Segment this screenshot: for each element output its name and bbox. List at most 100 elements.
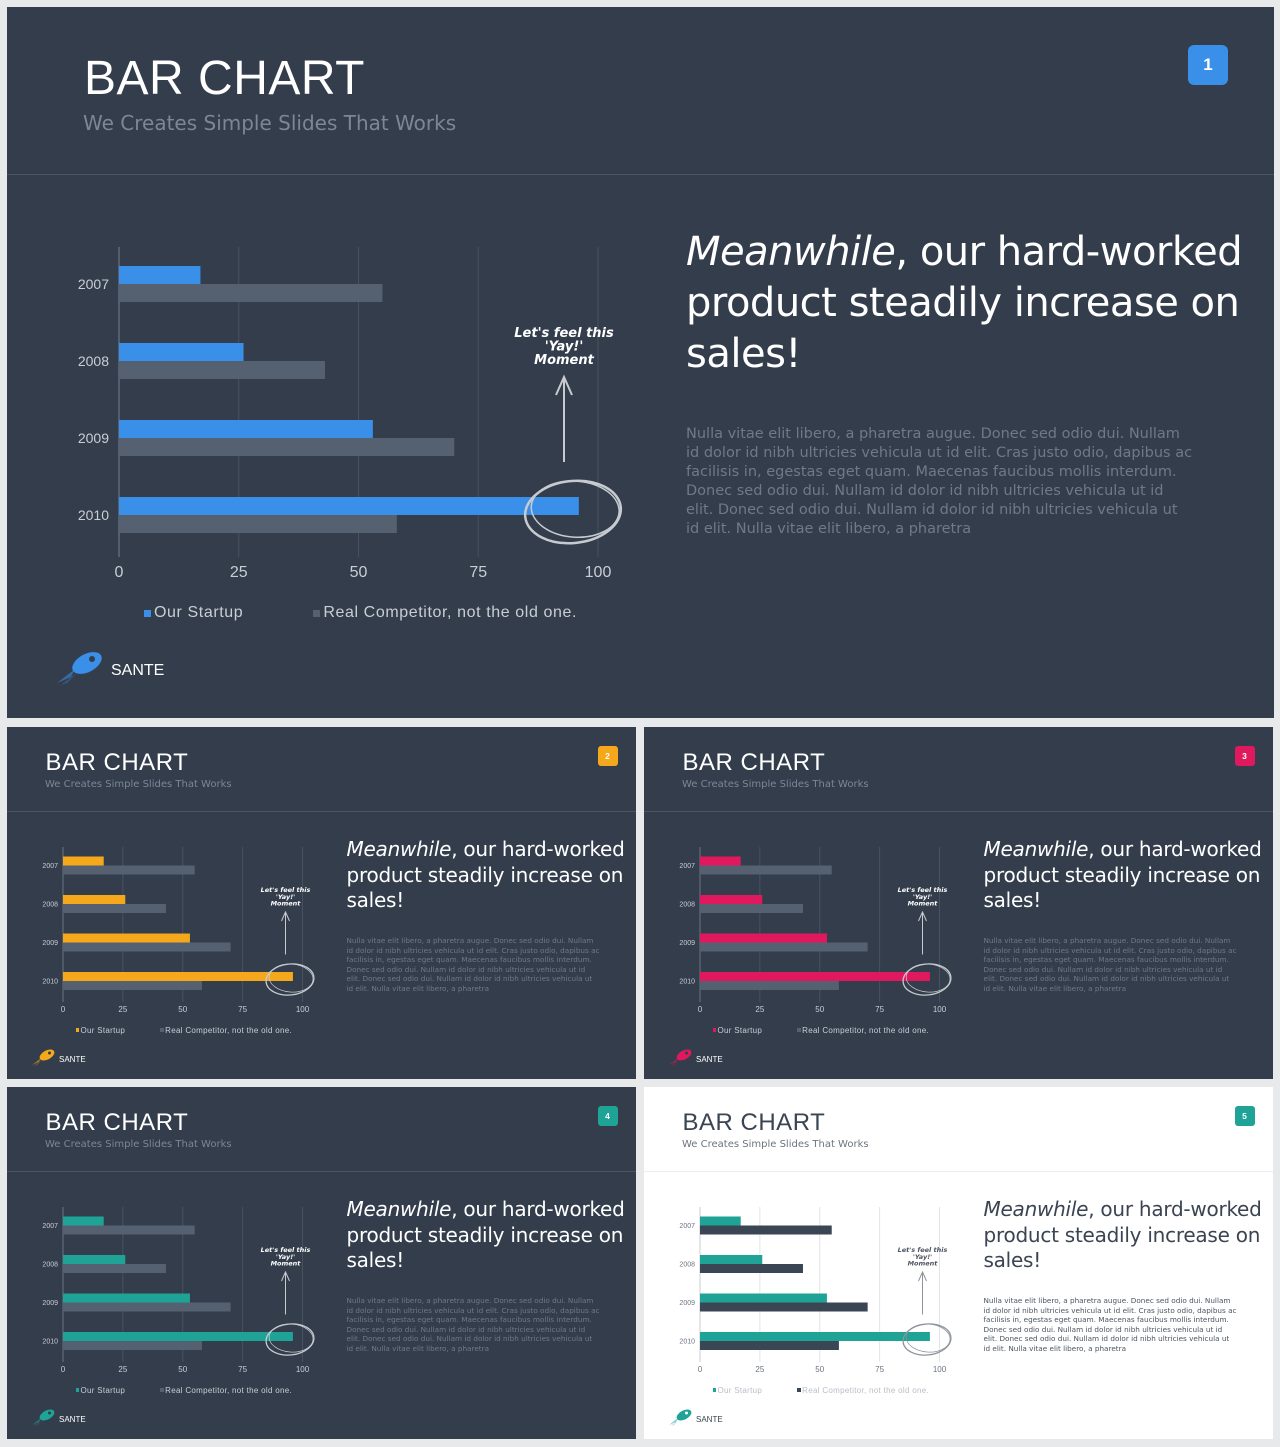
x-tick-label: 25 <box>755 1365 764 1374</box>
rocket-icon <box>32 1409 55 1426</box>
body-line: Nulla vitae elit libero, a pharetra augu… <box>346 1296 594 1305</box>
slide-number-badge: 4 <box>597 1106 618 1126</box>
bar-our-startup-2008 <box>119 343 244 361</box>
legend-swatch <box>160 1028 164 1032</box>
body-line: id elit. Nulla vitae elit libero, a phar… <box>983 983 1127 993</box>
legend-item-our-startup: Our Startup <box>144 604 243 622</box>
body-line: facilisis in, egestas eget quam. Maecena… <box>983 955 1229 964</box>
headline-emphasis: Meanwhile <box>983 1197 1089 1221</box>
brand-name: SANTE <box>696 1414 723 1424</box>
bar-competitor-2010 <box>63 981 202 990</box>
legend-label: Real Competitor, not the old one. <box>165 1025 293 1035</box>
header-divider <box>644 1170 1273 1172</box>
y-category-label: 2010 <box>42 979 58 986</box>
annotation-text-line: 'Yay!' <box>913 1253 932 1261</box>
slide-1: BAR CHART We Creates Simple Slides That W… <box>7 7 1274 718</box>
body-line: elit. Donec sed odio dui. Nullam id dolo… <box>983 1334 1230 1343</box>
body-paragraph: Nulla vitae elit libero, a pharetra augu… <box>347 936 600 993</box>
legend-item-our-startup: Our Startup <box>712 1386 763 1395</box>
x-tick-label: 0 <box>61 1005 66 1014</box>
slide-number-badge: 1 <box>1188 45 1228 85</box>
slide-number-badge: 2 <box>597 746 618 766</box>
headline-line-3: sales! <box>346 888 405 912</box>
annotation-circle <box>265 1323 315 1356</box>
slide-title: BAR CHART <box>84 52 365 105</box>
y-category-label: 2007 <box>42 863 58 870</box>
body-line: facilisis in, egestas eget quam. Maecena… <box>686 464 1177 480</box>
bar-our-startup-2010 <box>63 972 293 981</box>
y-category-label: 2010 <box>78 507 109 523</box>
annotation-text-line: Moment <box>271 1260 302 1268</box>
bar-competitor-2009 <box>700 1302 868 1312</box>
legend-swatch <box>75 1388 79 1392</box>
annotation-circle-stroke <box>905 963 951 993</box>
brand-name: SANTE <box>59 1054 86 1064</box>
headline: Meanwhile, our hard-worked product steadi… <box>347 837 625 914</box>
annotation-circle-stroke <box>268 1323 314 1353</box>
headline-line-1: Meanwhile, our hard-worked <box>984 837 1262 863</box>
brand-logo: SANTE <box>31 1407 86 1427</box>
annotation-text-line: Let's feel this <box>261 886 311 894</box>
header-divider <box>7 174 1274 175</box>
legend-label: Our Startup <box>80 1025 126 1035</box>
headline: Meanwhile, our hard-worked product steadi… <box>984 837 1262 914</box>
body-line: id dolor id nibh ultricies vehicula ut i… <box>983 1305 1237 1315</box>
bar-our-startup-2008 <box>63 895 126 904</box>
x-tick-label: 75 <box>875 1365 884 1374</box>
bar-our-startup-2010 <box>700 1332 930 1341</box>
bar-our-startup-2009 <box>119 420 373 438</box>
y-category-label: 2008 <box>42 1262 58 1269</box>
y-category-label: 2008 <box>78 353 109 369</box>
body-paragraph: Nulla vitae elit libero, a pharetra augu… <box>347 1296 600 1353</box>
legend-label: Our Startup <box>154 604 244 621</box>
header-divider <box>644 810 1273 812</box>
headline: Meanwhile, our hard-worked product steadi… <box>686 227 1243 380</box>
headline-line-1: Meanwhile, our hard-worked <box>347 1197 625 1223</box>
bar-competitor-2008 <box>63 1264 166 1273</box>
rocket-icon <box>669 1049 692 1066</box>
bar-our-startup-2008 <box>700 1255 763 1264</box>
bar-our-startup-2009 <box>700 1293 827 1303</box>
slide-title: BAR CHART <box>45 749 189 776</box>
headline-emphasis: Meanwhile <box>686 229 896 275</box>
body-line: Nulla vitae elit libero, a pharetra augu… <box>346 936 594 945</box>
legend-label: Real Competitor, not the old one. <box>802 1025 930 1035</box>
bar-our-startup-2007 <box>700 856 741 866</box>
bar-competitor-2009 <box>63 942 231 952</box>
body-paragraph: Nulla vitae elit libero, a pharetra augu… <box>984 1296 1237 1353</box>
headline-line-3: sales! <box>983 1248 1042 1272</box>
bar-competitor-2008 <box>700 1264 803 1273</box>
x-tick-label: 75 <box>469 564 487 581</box>
x-tick-label: 50 <box>178 1365 187 1374</box>
headline-rest: , our hard-worked <box>451 1197 625 1221</box>
body-line: id elit. Nulla vitae elit libero, a phar… <box>983 1343 1127 1353</box>
legend-label: Real Competitor, not the old one. <box>802 1385 930 1395</box>
y-category-label: 2007 <box>679 863 695 870</box>
y-category-label: 2007 <box>42 1223 58 1230</box>
headline-emphasis: Meanwhile <box>983 837 1089 861</box>
bar-competitor-2009 <box>63 1302 231 1312</box>
slide-title: BAR CHART <box>45 1109 189 1136</box>
x-tick-label: 25 <box>118 1005 127 1014</box>
annotation-arrowhead <box>281 910 290 922</box>
brand-name: SANTE <box>111 662 165 679</box>
legend-swatch <box>160 1388 164 1392</box>
x-tick-label: 0 <box>698 1365 703 1374</box>
headline-line-3: sales! <box>346 1248 405 1272</box>
x-tick-label: 75 <box>875 1005 884 1014</box>
body-line: id dolor id nibh ultricies vehicula ut i… <box>346 945 600 955</box>
bar-our-startup-2008 <box>63 1255 126 1264</box>
annotation-arrowhead <box>918 910 927 922</box>
annotation-circle <box>902 1323 952 1356</box>
bar-our-startup-2010 <box>119 497 579 515</box>
brand-logo: SANTE <box>55 647 164 687</box>
headline-line-1: Meanwhile, our hard-worked <box>686 227 1243 278</box>
body-line: facilisis in, egestas eget quam. Maecena… <box>346 1315 592 1324</box>
body-line: elit. Donec sed odio dui. Nullam id dolo… <box>686 502 1178 518</box>
body-paragraph: Nulla vitae elit libero, a pharetra augu… <box>984 936 1237 993</box>
annotation-circle <box>523 479 623 545</box>
legend-label: Real Competitor, not the old one. <box>165 1385 293 1395</box>
body-line: elit. Donec sed odio dui. Nullam id dolo… <box>346 974 593 983</box>
annotation-circle <box>265 963 315 996</box>
legend-item-our-startup: Our Startup <box>75 1386 126 1395</box>
